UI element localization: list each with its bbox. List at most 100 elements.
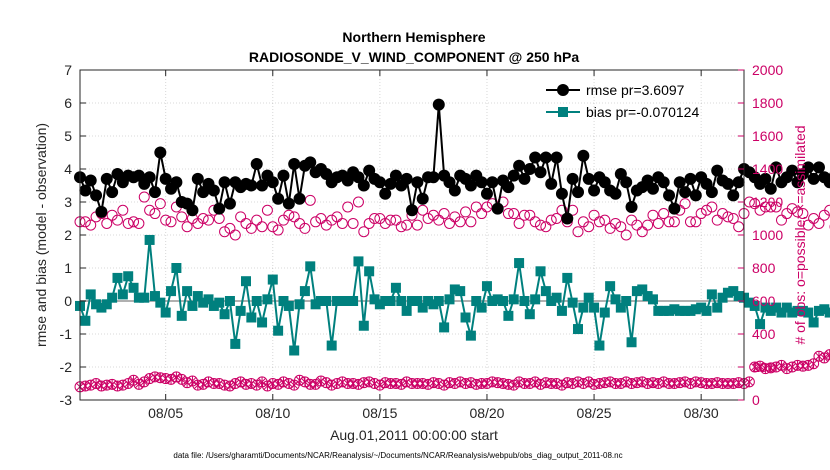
- obs-possible-point: [529, 216, 541, 228]
- rmse-point: [812, 161, 825, 174]
- y-right-tick-label: 1400: [752, 161, 783, 177]
- bias-point: [749, 300, 760, 311]
- obs-possible-point: [272, 224, 284, 236]
- bias-point: [797, 305, 808, 316]
- bias-point: [101, 299, 112, 310]
- obs-marker-circle: [299, 222, 311, 234]
- legend-rmse-label: rmse pr=3.6097: [586, 82, 685, 98]
- bias-point: [530, 294, 541, 305]
- y-axis-left-label: rmse and bias (model - observation): [33, 123, 49, 347]
- obs-possible-point: [219, 226, 231, 238]
- bias-point: [171, 263, 182, 273]
- obs-possible-point: [438, 208, 450, 220]
- bias-point: [123, 271, 134, 282]
- obs-marker-circle: [545, 214, 557, 226]
- obs-possible-point: [668, 216, 680, 228]
- bias-point: [626, 337, 637, 348]
- obs-possible-point: [599, 214, 611, 226]
- obs-marker-circle: [133, 217, 145, 229]
- rmse-point: [507, 169, 520, 182]
- y-right-tick-label: 0: [752, 392, 760, 408]
- y-right-tick-label: 1000: [752, 227, 783, 243]
- obs-possible-point: [754, 204, 766, 216]
- bias-point: [423, 296, 434, 306]
- bias-point: [551, 292, 562, 303]
- rmse-point: [272, 192, 285, 205]
- rmse-point: [411, 176, 424, 189]
- obs-possible-point: [572, 226, 584, 238]
- rmse-point: [143, 171, 156, 184]
- rmse-point: [100, 172, 113, 185]
- obs-marker-circle: [717, 208, 729, 220]
- obs-possible-point: [229, 229, 241, 241]
- bias-point: [514, 258, 525, 269]
- obs-marker-circle: [144, 204, 156, 216]
- obs-marker-circle: [813, 217, 825, 229]
- obs-marker-circle: [524, 209, 536, 221]
- obs-possible-point: [652, 217, 664, 229]
- obs-possible-point: [111, 214, 123, 226]
- bias-point: [160, 307, 171, 318]
- obs-possible-point: [508, 208, 520, 220]
- obs-possible-point: [636, 226, 648, 238]
- bias-point: [273, 325, 284, 336]
- obs-possible-point: [711, 214, 723, 226]
- y-right-tick-label: 600: [752, 293, 776, 309]
- bias-point: [744, 297, 755, 308]
- obs-marker-circle: [695, 208, 707, 220]
- y-right-tick-label: 400: [752, 326, 776, 342]
- obs-marker-circle: [224, 222, 236, 234]
- obs-possible-point: [658, 208, 670, 220]
- obs-marker-circle: [310, 216, 322, 228]
- obs-marker-circle: [513, 217, 525, 229]
- obs-marker-circle: [642, 219, 654, 231]
- bias-point: [283, 300, 294, 311]
- obs-possible-point: [465, 216, 477, 228]
- obs-possible-point: [524, 209, 536, 221]
- obs-marker-circle: [85, 219, 97, 231]
- obs-possible-point: [513, 217, 525, 229]
- obs-possible-point: [144, 204, 156, 216]
- bias-point: [621, 296, 632, 306]
- obs-marker-circle: [235, 211, 247, 223]
- obs-marker-circle: [101, 217, 113, 229]
- bias-point: [315, 296, 326, 306]
- rmse-point: [705, 186, 718, 199]
- obs-possible-point: [390, 214, 402, 226]
- rmse-point: [486, 176, 499, 189]
- bias-point: [230, 338, 241, 349]
- bias-point: [358, 320, 369, 331]
- rmse-point: [689, 189, 702, 202]
- bias-point: [631, 286, 642, 297]
- obs-marker-circle: [197, 213, 209, 224]
- x-tick-label: 08/20: [469, 405, 504, 421]
- bias-point: [203, 294, 214, 305]
- x-axis-label: Aug.01,2011 00:00:00 start: [330, 427, 498, 443]
- rmse-point: [159, 172, 172, 185]
- bias-point: [481, 281, 492, 292]
- obs-possible-point: [331, 211, 343, 223]
- bias-point: [765, 305, 776, 316]
- obs-possible-point: [401, 219, 413, 231]
- obs-possible-point: [443, 217, 455, 229]
- obs-possible-point: [797, 208, 809, 220]
- rmse-point: [154, 146, 167, 159]
- obs-possible-point: [245, 222, 257, 234]
- obs-marker-circle: [422, 213, 434, 224]
- obs-possible-point: [476, 208, 488, 220]
- obs-possible-point: [433, 214, 445, 226]
- obs-possible-point: [679, 198, 691, 210]
- obs-possible-point: [165, 216, 177, 228]
- bias-point: [289, 345, 300, 356]
- obs-marker-circle: [518, 209, 530, 221]
- footnote: data file: /Users/gharamti/Documents/NCA…: [173, 451, 622, 460]
- bias-point: [144, 234, 155, 245]
- bias-point: [85, 289, 96, 300]
- y-right-tick-label: 2000: [752, 62, 783, 78]
- bias-point: [776, 307, 787, 318]
- rmse-point: [550, 151, 563, 164]
- obs-possible-point: [749, 198, 761, 210]
- rmse-point: [684, 172, 697, 185]
- bias-point: [155, 297, 166, 308]
